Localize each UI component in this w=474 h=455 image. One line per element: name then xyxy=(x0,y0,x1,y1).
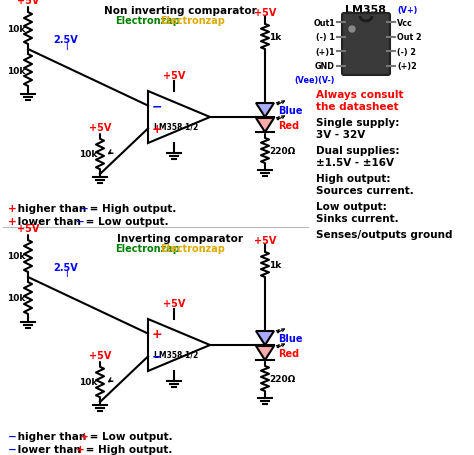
Text: lower than: lower than xyxy=(14,444,81,454)
Text: +: + xyxy=(152,327,162,340)
Polygon shape xyxy=(256,104,274,118)
Text: +: + xyxy=(152,123,162,136)
Text: higher than: higher than xyxy=(14,203,86,213)
Text: Electronzap: Electronzap xyxy=(116,16,181,26)
Text: Electronzap: Electronzap xyxy=(116,243,181,253)
Text: −: − xyxy=(152,350,162,363)
Text: 220Ω: 220Ω xyxy=(269,147,295,156)
Text: Sources current.: Sources current. xyxy=(316,186,414,196)
Text: 3V - 32V: 3V - 32V xyxy=(316,130,365,140)
Text: Out 2: Out 2 xyxy=(397,33,422,42)
Text: Inverting comparator: Inverting comparator xyxy=(117,233,243,243)
Text: LM358 1/2: LM358 1/2 xyxy=(154,122,198,131)
Text: Electronzap: Electronzap xyxy=(161,243,226,253)
Text: +: + xyxy=(76,444,85,454)
Text: +5V: +5V xyxy=(163,71,185,81)
Text: higher than: higher than xyxy=(14,431,86,441)
Text: −: − xyxy=(152,100,162,113)
Text: = High output.: = High output. xyxy=(86,203,176,213)
Polygon shape xyxy=(256,331,274,345)
Text: −: − xyxy=(8,444,17,454)
Text: GND: GND xyxy=(315,62,335,71)
Text: 10k: 10k xyxy=(79,378,97,387)
Text: Always consult: Always consult xyxy=(316,90,403,100)
Text: 1k: 1k xyxy=(269,33,281,42)
Text: +5V: +5V xyxy=(17,223,39,233)
Polygon shape xyxy=(256,119,274,133)
Text: 2.5V: 2.5V xyxy=(53,35,78,45)
Text: 1k: 1k xyxy=(269,260,281,269)
Text: Red: Red xyxy=(278,121,299,131)
Text: LM358: LM358 xyxy=(346,5,386,15)
Polygon shape xyxy=(256,346,274,360)
Text: 2.5V: 2.5V xyxy=(53,263,78,273)
Text: (V+): (V+) xyxy=(397,6,418,15)
Text: +5V: +5V xyxy=(89,123,111,133)
Text: +5V: +5V xyxy=(254,8,276,18)
Text: I: I xyxy=(65,42,68,51)
Text: 10k: 10k xyxy=(7,294,25,303)
Text: 10k: 10k xyxy=(79,150,97,159)
Text: Electronzap: Electronzap xyxy=(161,16,226,26)
Text: +: + xyxy=(8,217,17,227)
Text: −: − xyxy=(8,431,17,441)
Text: Red: Red xyxy=(278,348,299,358)
Text: = Low output.: = Low output. xyxy=(82,217,169,227)
Text: 220Ω: 220Ω xyxy=(269,374,295,383)
Text: 10k: 10k xyxy=(7,25,25,33)
Text: LM358 1/2: LM358 1/2 xyxy=(154,350,198,359)
Text: 10k: 10k xyxy=(7,252,25,261)
Text: +5V: +5V xyxy=(17,0,39,6)
Text: −: − xyxy=(80,203,89,213)
Text: Single supply:: Single supply: xyxy=(316,118,400,128)
Text: +: + xyxy=(8,203,17,213)
Text: 10k: 10k xyxy=(7,66,25,76)
Text: Senses/outputs ground: Senses/outputs ground xyxy=(316,229,453,239)
Text: (+)1: (+)1 xyxy=(315,48,335,56)
Text: Vcc: Vcc xyxy=(397,19,413,28)
Text: Dual supplies:: Dual supplies: xyxy=(316,146,400,156)
Text: +5V: +5V xyxy=(254,236,276,245)
Text: = High output.: = High output. xyxy=(82,444,173,454)
Text: +5V: +5V xyxy=(163,298,185,308)
Text: (Vee)(V-): (Vee)(V-) xyxy=(294,76,335,85)
Text: +5V: +5V xyxy=(89,350,111,360)
Text: Blue: Blue xyxy=(278,333,302,343)
Text: ±1.5V - ±16V: ±1.5V - ±16V xyxy=(316,157,394,167)
Text: High output:: High output: xyxy=(316,174,391,184)
Text: Low output:: Low output: xyxy=(316,202,387,212)
Text: = Low output.: = Low output. xyxy=(86,431,173,441)
Text: (-) 1: (-) 1 xyxy=(316,33,335,42)
Text: (-) 2: (-) 2 xyxy=(397,48,416,56)
Text: Out1: Out1 xyxy=(313,19,335,28)
Text: Sinks current.: Sinks current. xyxy=(316,213,399,223)
Text: Non inverting comparator: Non inverting comparator xyxy=(104,6,256,16)
Text: I: I xyxy=(65,270,68,279)
Circle shape xyxy=(349,27,355,33)
Text: lower than: lower than xyxy=(14,217,81,227)
Text: −: − xyxy=(76,217,85,227)
Text: Blue: Blue xyxy=(278,106,302,116)
Text: (+)2: (+)2 xyxy=(397,62,417,71)
Text: the datasheet: the datasheet xyxy=(316,102,399,112)
Text: +: + xyxy=(80,431,89,441)
FancyBboxPatch shape xyxy=(342,14,390,76)
